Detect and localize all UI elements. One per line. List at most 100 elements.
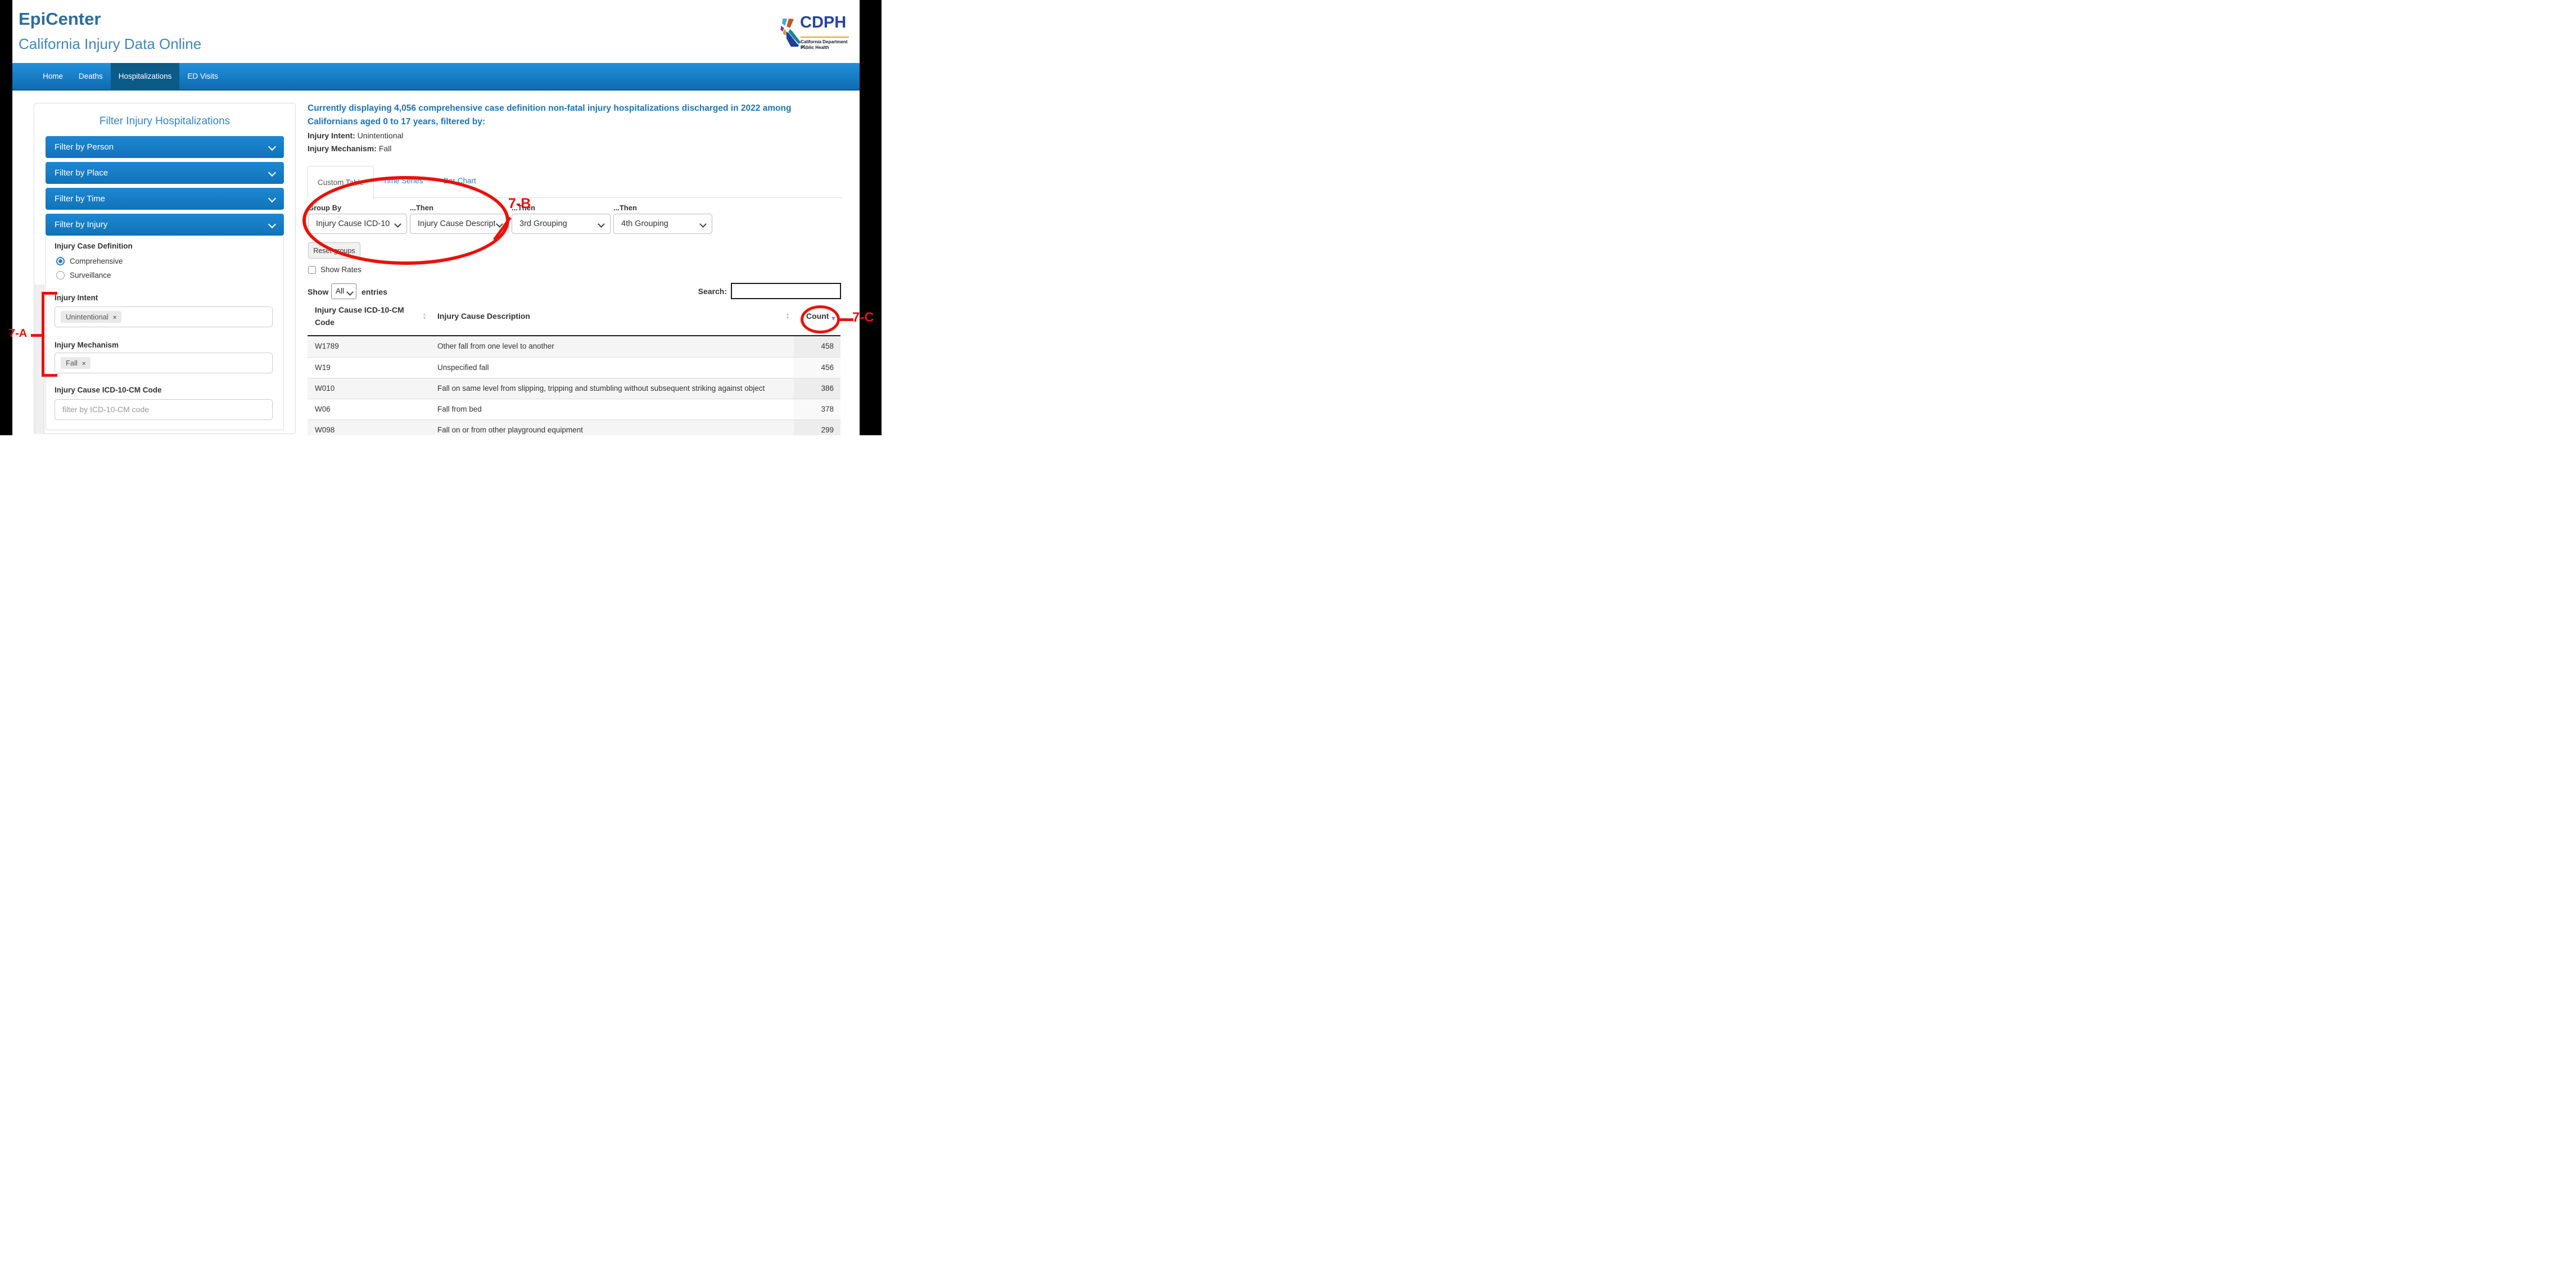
intent-tag: Unintentional × xyxy=(61,311,122,323)
sorted-column-shade xyxy=(794,420,840,435)
then-select-3[interactable]: 4th Grouping xyxy=(613,214,712,234)
california-map-icon xyxy=(780,18,802,47)
icd-placeholder: filter by ICD-10-CM code xyxy=(62,405,150,414)
sort-icon[interactable]: ▲ ▼ xyxy=(785,312,790,321)
filter-by-injury-panel xyxy=(46,236,284,430)
nav-item-hospitalizations[interactable]: Hospitalizations xyxy=(110,63,180,89)
sidebar-title: Filter Injury Hospitalizations xyxy=(99,115,231,127)
then-label-3: ...Then xyxy=(613,204,637,212)
accordion-filter-by-place[interactable]: Filter by Place xyxy=(46,162,284,184)
app-title: EpiCenter xyxy=(19,9,101,29)
applied-filter-intent: Injury Intent: Unintentional xyxy=(308,131,403,140)
main-nav: Home Deaths Hospitalizations ED Visits xyxy=(12,63,860,91)
filter-value: Unintentional xyxy=(357,131,404,140)
length-menu-prefix: Show xyxy=(308,287,329,296)
accordion-filter-by-injury[interactable]: Filter by Injury xyxy=(46,214,284,236)
column-header-icd-code-line2[interactable]: Code xyxy=(315,318,335,327)
cell-description: Unspecified fall xyxy=(437,363,489,372)
radio-comprehensive[interactable]: Comprehensive xyxy=(55,257,268,266)
cell-count: 386 xyxy=(821,384,834,393)
sort-icon[interactable]: ▲ ▼ xyxy=(422,312,427,321)
table-row: W010 Fall on same level from slipping, t… xyxy=(308,378,840,399)
annotation-7c-connector xyxy=(839,318,853,321)
cell-description: Fall on or from other playground equipme… xyxy=(437,426,583,434)
tag-label: Unintentional xyxy=(66,313,109,321)
summary-line2: Californians aged 0 to 17 years, filtere… xyxy=(308,117,486,127)
applied-filter-mechanism: Injury Mechanism: Fall xyxy=(308,144,391,153)
table-row: W06 Fall from bed 378 xyxy=(308,399,840,420)
summary-line1: Currently displaying 4,056 comprehensive… xyxy=(308,103,792,113)
logo-divider xyxy=(801,37,849,38)
chevron-down-icon xyxy=(598,220,605,228)
nav-item-ed-visits[interactable]: ED Visits xyxy=(187,72,218,80)
cell-description: Other fall from one level to another xyxy=(437,342,554,350)
accordion-label: Filter by Person xyxy=(55,142,114,152)
then-label-2: ...Then xyxy=(512,204,535,212)
accordion-filter-by-time[interactable]: Filter by Time xyxy=(46,188,284,210)
remove-tag-icon[interactable]: × xyxy=(112,314,117,321)
cdph-logo: CDPH California Department of Public Hea… xyxy=(779,13,852,55)
radio-label: Surveillance xyxy=(70,271,111,279)
cell-count: 378 xyxy=(821,405,834,413)
chevron-down-icon xyxy=(268,220,277,229)
nav-item-home[interactable]: Home xyxy=(43,72,64,80)
app-subtitle: California Injury Data Online xyxy=(19,35,202,52)
remove-tag-icon[interactable]: × xyxy=(82,360,86,367)
injury-intent-input[interactable]: Unintentional × xyxy=(55,306,273,327)
chevron-down-icon xyxy=(268,194,277,203)
injury-mechanism-input[interactable]: Fall × xyxy=(55,353,273,373)
annotation-7a-label: 7-A xyxy=(9,327,28,340)
length-menu-suffix: entries xyxy=(361,287,387,296)
column-header-icd-code[interactable]: Injury Cause ICD-10-CM xyxy=(315,305,404,314)
page: EpiCenter California Injury Data Online … xyxy=(0,0,882,435)
show-rates-checkbox[interactable] xyxy=(308,266,316,274)
logo-dept-line2: Public Health xyxy=(801,45,829,50)
annotation-7a-connector xyxy=(31,334,43,337)
length-menu-select[interactable]: All xyxy=(331,283,356,299)
radio-selected-icon[interactable] xyxy=(56,257,65,265)
mechanism-tag: Fall × xyxy=(61,357,91,369)
cdph-wordmark: CDPH xyxy=(800,13,847,31)
annotation-7a-bracket xyxy=(42,292,44,377)
search-label: Search: xyxy=(698,287,727,296)
filter-label: Injury Intent: xyxy=(308,131,355,140)
radio-surveillance[interactable]: Surveillance xyxy=(55,271,268,280)
annotation-7c-ellipse xyxy=(801,305,840,333)
cell-count: 458 xyxy=(821,342,834,350)
search-input[interactable] xyxy=(731,283,841,299)
annotation-7c-label: 7-C xyxy=(852,310,874,325)
sorted-column-shade xyxy=(794,399,840,420)
chevron-down-icon xyxy=(346,288,354,296)
cell-count: 299 xyxy=(821,426,834,434)
annotation-7b-ellipse xyxy=(302,176,509,265)
letterbox-right xyxy=(860,0,882,435)
column-header-description[interactable]: Injury Cause Description xyxy=(437,312,530,321)
chevron-down-icon xyxy=(268,168,277,177)
icd-code-input[interactable]: filter by ICD-10-CM code xyxy=(55,399,273,420)
chevron-down-icon xyxy=(699,220,707,228)
injury-mechanism-label: Injury Mechanism xyxy=(55,341,119,349)
letterbox-left xyxy=(0,0,12,435)
accordion-label: Filter by Time xyxy=(55,194,106,204)
cell-description: Fall on same level from slipping, trippi… xyxy=(437,384,765,393)
injury-intent-label: Injury Intent xyxy=(55,294,98,302)
tag-label: Fall xyxy=(66,359,78,367)
table-header-border xyxy=(308,335,840,336)
table-row: W098 Fall on or from other playground eq… xyxy=(308,420,840,435)
sorted-column-shade xyxy=(794,358,840,378)
show-rates-label: Show Rates xyxy=(320,265,361,274)
sorted-column-shade xyxy=(794,378,840,399)
chevron-down-icon xyxy=(268,142,277,151)
annotation-7a-bracket-top xyxy=(42,292,57,295)
cell-code: W1789 xyxy=(315,342,339,350)
radio-unselected-icon[interactable] xyxy=(56,271,65,279)
cell-code: W19 xyxy=(315,363,331,372)
nav-item-deaths[interactable]: Deaths xyxy=(79,72,103,80)
cell-code: W098 xyxy=(315,426,335,434)
then-select-2[interactable]: 3rd Grouping xyxy=(512,214,611,234)
accordion-filter-by-person[interactable]: Filter by Person xyxy=(46,136,284,158)
icd-code-label: Injury Cause ICD-10-CM Code xyxy=(55,386,162,394)
annotation-7b-label: 7-B xyxy=(508,196,531,211)
cell-code: W06 xyxy=(315,405,331,413)
filter-label: Injury Mechanism: xyxy=(308,144,377,153)
